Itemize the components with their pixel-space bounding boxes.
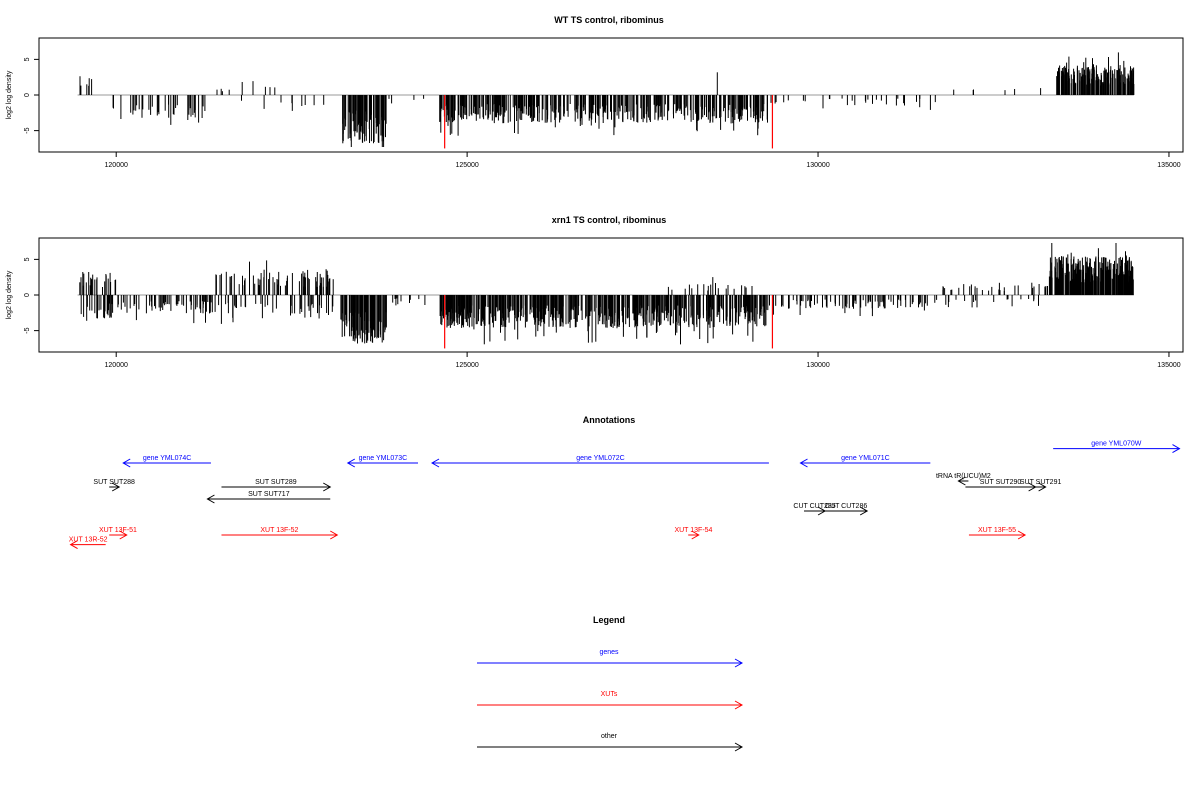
x-tick-label: 130000 [806,162,829,169]
annotation-feature: gene YML074C [122,455,211,468]
legend-arrow-head [734,658,744,668]
legend-panel: Legend genes XUTs other [477,615,744,752]
feature-arrow-head [1172,444,1181,454]
feature-label: gene YML072C [576,455,625,462]
feature-label: SUT SUT291 [1020,479,1062,486]
feature-arrow-head [206,494,215,504]
annotation-feature: gene YML072C [431,455,769,468]
feature-label: gene YML070W [1091,441,1141,448]
annotation-feature: XUT 13F-55 [968,527,1027,540]
annotation-feature: SUT SUT288 [93,479,135,492]
annotation-feature: SUT SUT291 [1020,479,1062,492]
feature-label: SUT SUT290 [980,479,1022,486]
feature-arrow-head [1038,482,1047,492]
feature-arrow-head [119,530,128,540]
feature-label: gene YML071C [841,455,890,462]
y-tick-label: -5 [24,127,31,133]
wt-axes: 120000 125000 130000 135000 -5 0 5 [24,57,1181,169]
x-tick-label: 135000 [1157,362,1180,369]
annotation-feature: gene YML070W [1053,441,1181,454]
annotation-feature: SUT SUT717 [206,491,331,504]
annotations-panel: Annotations gene YML074C gene YML073C gene… [69,415,1181,550]
feature-label: XUT 13F-52 [260,527,298,534]
feature-arrow-head [346,458,356,468]
annotation-feature: XUT 13F-52 [221,527,339,540]
legend-items: genes XUTs other [477,649,744,752]
feature-arrow-head [111,482,121,492]
annotation-feature: CUT CUT285 [793,503,836,516]
feature-arrow-head [859,506,869,516]
legend-item-other: other [477,733,744,752]
xrn1-axes: 120000 125000 130000 135000 -5 0 5 [24,257,1181,369]
legend-label: genes [599,649,619,656]
wt-bars [77,52,1135,149]
feature-label: XUT 13F-55 [978,527,1016,534]
feature-label: XUT 13R-52 [69,537,108,544]
feature-label: SUT SUT288 [93,479,135,486]
feature-arrow-head [799,458,808,468]
legend-item-gene: genes [477,649,744,668]
feature-label: XUT 13F-51 [99,527,137,534]
legend-label: XUTs [601,691,618,698]
feature-arrow-head [957,476,966,486]
legend-label: other [601,733,618,740]
annotation-feature: gene YML073C [346,455,418,468]
x-tick-label: 130000 [806,362,829,369]
feature-label: gene YML073C [359,455,408,462]
annotation-feature: XUT 13F-54 [674,527,713,540]
legend-arrow-head [734,700,744,710]
feature-label: SUT SUT289 [255,479,297,486]
y-tick-label: 0 [24,293,31,297]
annotation-features: gene YML074C gene YML073C gene YML072C gene… [69,441,1181,550]
annotation-feature: XUT 13F-51 [99,527,137,540]
feature-label: tRNA tR(UCU)M2 [936,473,991,480]
y-tick-label: -5 [24,327,31,333]
wt-panel-title: WT TS control, ribominus [554,15,664,25]
annotations-title: Annotations [583,415,636,425]
feature-arrow-head [330,530,339,540]
x-tick-label: 120000 [105,162,128,169]
x-tick-label: 125000 [455,362,478,369]
feature-arrow-head [1028,482,1037,492]
feature-arrow-head [691,530,700,540]
legend-title: Legend [593,615,625,625]
xrn1-bars [77,243,1134,349]
feature-arrow-head [1017,530,1027,540]
feature-arrow-head [323,482,332,492]
annotation-feature: SUT SUT290 [965,479,1037,492]
legend-item-xut: XUTs [477,691,744,710]
feature-arrow-head [122,458,131,468]
feature-arrow-head [69,540,78,550]
feature-arrow-head [431,458,440,468]
xrn1-y-axis-label: log2 log density [6,270,13,319]
feature-label: gene YML074C [143,455,192,462]
annotation-feature: XUT 13R-52 [69,537,108,550]
legend-arrow-head [734,742,744,752]
feature-arrow-head [817,506,827,516]
x-tick-label: 125000 [455,162,478,169]
xrn1-panel-title: xrn1 TS control, ribominus [552,215,667,225]
annotation-feature: tRNA tR(UCU)M2 [936,473,991,486]
y-tick-label: 5 [24,57,31,61]
feature-label: CUT CUT286 [825,503,867,510]
x-tick-label: 120000 [105,362,128,369]
annotation-feature: CUT CUT286 [825,503,869,516]
feature-label: SUT SUT717 [248,491,290,498]
y-tick-label: 0 [24,93,31,97]
xrn1-coverage-panel: xrn1 TS control, ribominus log2 log dens… [6,215,1184,369]
feature-label: XUT 13F-54 [674,527,712,534]
feature-label: CUT CUT285 [793,503,835,510]
y-tick-label: 5 [24,257,31,261]
wt-y-axis-label: log2 log density [6,70,13,119]
annotation-feature: gene YML071C [799,455,931,468]
wt-coverage-panel: WT TS control, ribominus log2 log densit… [6,15,1184,169]
annotation-feature: SUT SUT289 [221,479,332,492]
x-tick-label: 135000 [1157,162,1180,169]
